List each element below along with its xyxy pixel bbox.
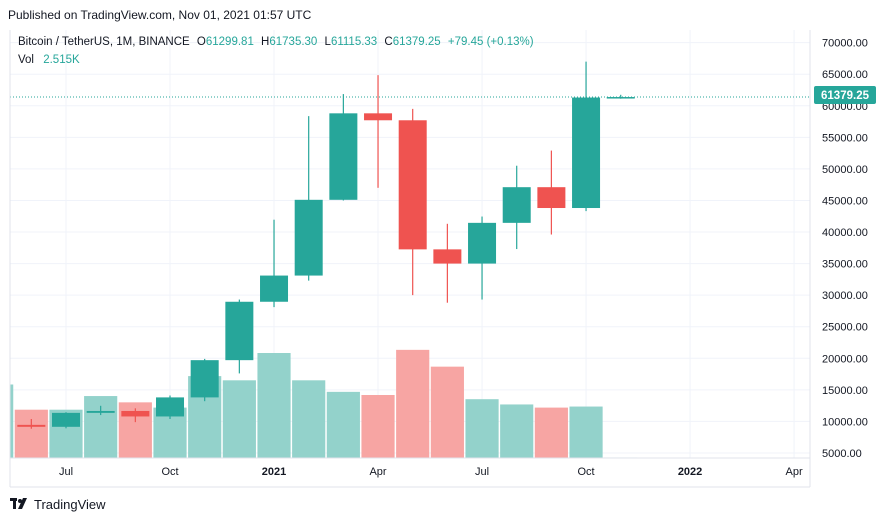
published-text: Published on TradingView.com, Nov 01, 20… <box>8 8 312 22</box>
legend-open-value: 61299.81 <box>206 36 254 48</box>
volume-bar <box>10 384 14 458</box>
volume-bar <box>361 395 395 458</box>
legend-change: +79.45 (+0.13%) <box>448 36 534 48</box>
candle-body <box>468 222 497 264</box>
y-tick-label: 40000.00 <box>822 227 868 239</box>
volume-bar <box>500 404 534 458</box>
volume-bar <box>430 366 464 458</box>
volume-bar <box>14 409 48 458</box>
brand-label: TradingView <box>34 496 106 512</box>
y-tick-label: 35000.00 <box>822 259 868 271</box>
tradingview-brand[interactable]: TradingView <box>10 495 106 513</box>
candlestick-series <box>17 61 635 429</box>
publish-header: Published on TradingView.com, Nov 01, 20… <box>0 0 892 30</box>
candle-body <box>225 301 254 361</box>
candle-body <box>537 187 566 209</box>
legend-high-label: H <box>261 36 269 48</box>
y-tick-label: 30000.00 <box>822 290 868 302</box>
volume-bar <box>569 406 603 458</box>
last-price-tag: 61379.25 <box>814 86 876 104</box>
candle-body <box>502 187 531 223</box>
y-tick-label: 25000.00 <box>822 322 868 334</box>
legend-low-label: L <box>325 36 332 48</box>
y-tick-label: 55000.00 <box>822 132 868 144</box>
legend-symbol: Bitcoin / TetherUS, 1M, BINANCE <box>18 36 190 48</box>
x-tick-label: Oct <box>577 466 594 478</box>
candle-body <box>17 424 46 427</box>
candle-body <box>398 120 427 250</box>
candle-body <box>121 410 150 417</box>
x-tick-label: Jul <box>475 466 489 478</box>
legend-low-value: 61115.33 <box>331 36 377 48</box>
volume-bar <box>257 353 291 458</box>
legend-high-value: 61735.30 <box>269 36 317 48</box>
legend-vol-value: 2.515K <box>43 54 80 66</box>
legend-vol-label: Vol <box>18 54 34 66</box>
candle-body <box>364 113 393 121</box>
volume-bar <box>84 396 118 458</box>
volume-bar <box>534 407 568 458</box>
legend-symbol-row: Bitcoin / TetherUS, 1M, BINANCE O61299.8… <box>18 36 534 48</box>
tradingview-logo-icon <box>10 498 27 509</box>
legend-open-label: O <box>197 36 206 48</box>
y-tick-label: 50000.00 <box>822 164 868 176</box>
volume-bar <box>465 399 499 458</box>
candle-body <box>190 360 219 398</box>
volume-series <box>10 349 638 458</box>
candle-body <box>260 275 289 302</box>
volume-bar <box>292 380 326 458</box>
candle-body <box>294 199 323 276</box>
volume-bar <box>222 380 256 458</box>
last-price-value: 61379.25 <box>821 90 870 102</box>
x-tick-label: Oct <box>161 466 178 478</box>
candle-body <box>52 412 80 427</box>
axes: 70000.0065000.0060000.0055000.0050000.00… <box>9 30 868 488</box>
candle-body <box>606 97 635 99</box>
y-tick-label: 10000.00 <box>822 416 868 428</box>
legend-close-label: C <box>384 36 392 48</box>
y-tick-label: 5000.00 <box>822 448 862 460</box>
legend-close-value: 61379.25 <box>393 36 441 48</box>
y-tick-label: 65000.00 <box>822 69 868 81</box>
x-tick-label: 2022 <box>678 466 702 478</box>
volume-bar <box>326 391 360 458</box>
x-tick-label: Jul <box>59 466 73 478</box>
candle-body <box>433 249 462 264</box>
volume-bar <box>396 349 430 458</box>
legend-volume-row: Vol 2.515K <box>18 54 80 66</box>
candle-body <box>156 397 185 417</box>
y-tick-label: 45000.00 <box>822 195 868 207</box>
x-tick-label: Apr <box>786 466 803 478</box>
y-tick-label: 70000.00 <box>822 38 868 50</box>
candle-body <box>572 97 601 209</box>
y-tick-label: 15000.00 <box>822 385 868 397</box>
candle-body <box>329 113 358 200</box>
y-tick-label: 20000.00 <box>822 353 868 365</box>
x-tick-label: Apr <box>369 466 386 478</box>
candle-body <box>86 410 115 413</box>
x-tick-label: 2021 <box>262 466 286 478</box>
